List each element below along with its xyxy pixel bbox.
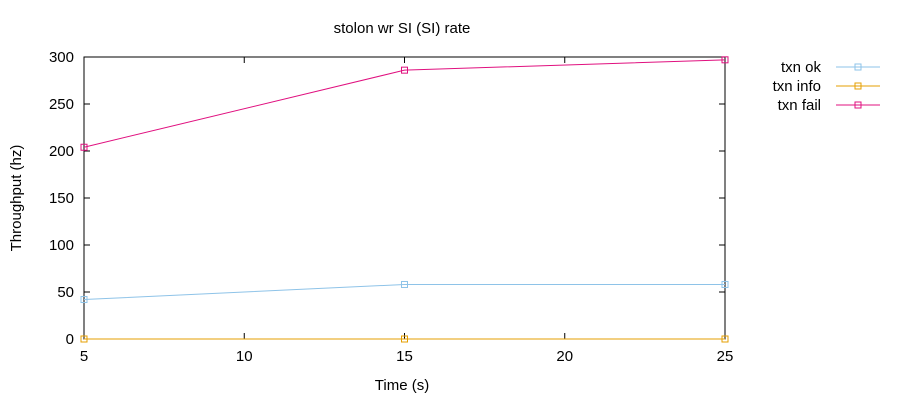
legend: txn ok txn info txn fail [773,59,880,114]
x-tick-label: 20 [556,348,573,365]
data-point-txn-info [80,335,88,343]
series-txn-fail [80,56,729,151]
axis-tick-labels: 0 50 100 150 200 250 300 5 10 15 20 25 [49,49,733,365]
legend-marker-txn-ok [854,63,862,71]
series-line-txn-fail [83,59,726,148]
x-tick-label: 5 [80,348,88,365]
data-point-txn-fail [401,66,408,74]
y-tick-label: 250 [49,96,74,113]
x-tick-label: 15 [396,348,413,365]
data-point-txn-ok [80,296,88,304]
data-point-txn-ok [721,280,729,288]
y-axis-title: Throughput (hz) [8,145,25,252]
y-tick-label: 200 [49,143,74,160]
y-tick-label: 150 [49,190,74,207]
y-tick-label: 300 [49,49,74,66]
series-layer [80,56,729,343]
data-point-txn-fail [80,143,88,151]
data-point-txn-info [721,335,729,343]
series-line-txn-ok [83,283,725,301]
legend-label-txn-ok: txn ok [781,59,822,76]
data-point-txn-info [401,335,408,343]
data-point-txn-ok [401,280,408,288]
plot-frame [83,56,726,340]
legend-marker-txn-fail [854,101,862,109]
y-tick-label: 100 [49,237,74,254]
legend-label-txn-info: txn info [773,78,821,95]
data-point-txn-fail [721,56,729,64]
legend-item-txn-ok: txn ok [781,59,880,76]
axis-ticks [83,56,726,340]
legend-marker-txn-info [854,82,862,90]
y-tick-label: 0 [66,331,74,348]
x-axis-title: Time (s) [375,377,429,394]
chart-title: stolon wr SI (SI) rate [334,20,471,37]
series-txn-ok [80,280,729,304]
y-tick-label: 50 [57,284,74,301]
legend-label-txn-fail: txn fail [778,97,821,114]
legend-item-txn-fail: txn fail [778,97,880,114]
x-tick-label: 25 [717,348,734,365]
legend-item-txn-info: txn info [773,78,880,95]
series-txn-info [80,335,729,343]
x-tick-label: 10 [236,348,253,365]
